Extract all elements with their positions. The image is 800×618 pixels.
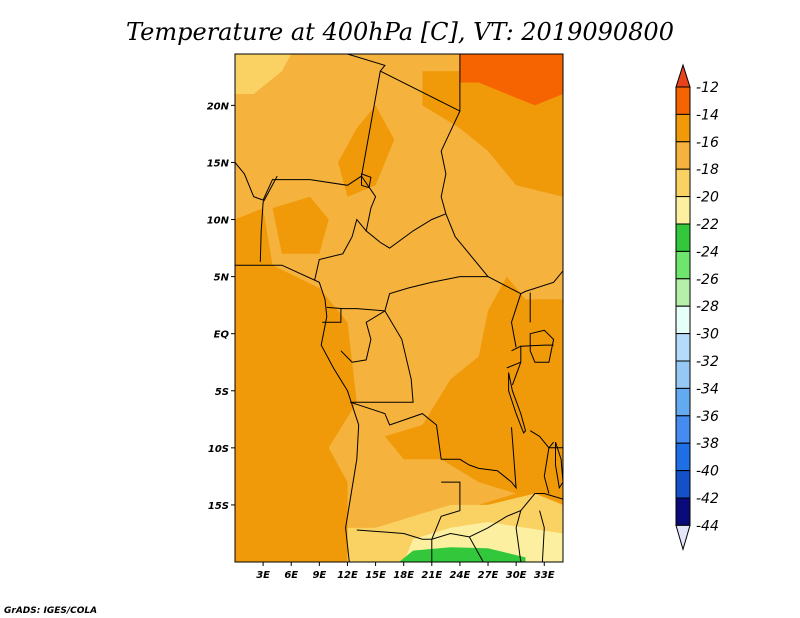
colorbar-label: -40 [696, 464, 719, 480]
colorbar-swatch [675, 86, 691, 115]
colorbar-label: -28 [696, 299, 719, 315]
border-line [326, 276, 488, 312]
colorbar-label: -14 [696, 107, 719, 123]
colorbar-label: -24 [696, 244, 719, 260]
field-warm-east [384, 276, 563, 494]
x-tick-label: 30E [506, 570, 527, 581]
border-line [431, 481, 461, 540]
colorbar-label: -18 [696, 162, 719, 178]
colorbar-label: -36 [696, 409, 719, 425]
field-cool-northwest [235, 54, 292, 94]
colorbar-label: -42 [696, 491, 719, 507]
colorbar-legend: -12 -14 -16 -18 -20 -22 -24 -26 -28 -30 -32 -34 -36 -… [675, 63, 719, 552]
colorbar-swatch [675, 470, 691, 499]
grads-credit: GrADS: IGES/COLA [4, 606, 97, 616]
field-coldest-south [399, 547, 526, 562]
field-warm-nigeria [272, 196, 329, 254]
chart-title: Temperature at 400hPa [C], VT: 201909080… [126, 18, 674, 46]
border-line [235, 162, 362, 201]
border-line [543, 447, 563, 494]
border-line [440, 54, 563, 295]
border-line [468, 536, 484, 562]
colorbar-swatch [675, 333, 691, 362]
border-line [511, 362, 522, 386]
colorbar-label: -32 [696, 354, 719, 370]
y-tick-label: 10S [208, 444, 229, 455]
field-warmest-northeast [459, 54, 563, 106]
lake-malawi [555, 441, 563, 490]
colorbar-label: -38 [696, 436, 719, 452]
x-tick-label: 3E [256, 570, 270, 581]
colorbar-label: -30 [696, 327, 719, 343]
colorbar-swatch [675, 278, 691, 307]
border-line [350, 310, 414, 403]
colorbar-label: -16 [696, 135, 719, 151]
x-tick-label: 33E [534, 570, 555, 581]
y-tick-label: 5S [215, 387, 229, 398]
border-line [356, 529, 470, 540]
colorbar-swatch [675, 168, 691, 198]
border-line [529, 430, 554, 449]
x-tick-label: 6E [284, 570, 298, 581]
colorbar-swatch [675, 360, 691, 389]
border-line [510, 293, 522, 348]
y-axis-ticks: 20N 15N 10N 5N EQ 5S 10S 15S [207, 101, 235, 512]
map-frame [234, 53, 564, 563]
colorbar-swatch [675, 442, 691, 472]
colorbar-bottom-arrow [675, 524, 691, 552]
border-line [350, 401, 517, 490]
x-tick-label: 9E [312, 570, 326, 581]
border-line [506, 345, 522, 369]
border-line [340, 310, 386, 363]
colorbar-swatch [675, 223, 691, 252]
border-line [347, 54, 386, 177]
y-tick-label: 20N [207, 101, 230, 112]
border-line [515, 510, 522, 562]
field-warm-west [235, 208, 563, 562]
lake-tanganyika [508, 372, 527, 434]
x-tick-label: 15E [365, 570, 386, 581]
x-tick-label: 24E [450, 570, 471, 581]
border-line [259, 175, 278, 262]
colorbar-label: -44 [696, 518, 719, 534]
map-plot-area [235, 54, 563, 562]
border-line [520, 344, 554, 347]
y-tick-label: 5N [214, 273, 230, 284]
colorbar-swatch [675, 196, 691, 225]
colorbar-swatch [675, 250, 691, 280]
y-tick-label: 15S [208, 501, 229, 512]
colorbar-swatch [675, 415, 691, 444]
x-tick-label: 21E [421, 570, 442, 581]
border-line [314, 218, 367, 281]
country-borders [235, 54, 563, 562]
y-tick-label: 15N [207, 158, 230, 169]
border-line [322, 308, 342, 323]
colorbar-label: -20 [696, 190, 719, 206]
y-tick-label: 10N [207, 216, 230, 227]
colorbar-swatch [675, 387, 691, 417]
x-tick-label: 12E [337, 570, 358, 581]
x-tick-label: 27E [478, 570, 499, 581]
x-tick-label: 18E [393, 570, 414, 581]
border-line [361, 175, 381, 243]
lake-victoria [529, 329, 555, 363]
colorbar-label: -12 [696, 80, 719, 96]
colorbar-swatch [675, 497, 691, 526]
coastline [235, 264, 360, 562]
colorbar-swatch [675, 141, 691, 170]
border-line [539, 510, 545, 562]
colorbar-label: -22 [696, 217, 719, 233]
colorbar-swatch [675, 305, 691, 335]
y-tick-label: EQ [214, 330, 230, 341]
colorbar-top-arrow [675, 63, 691, 88]
border-line [380, 70, 461, 112]
x-axis-ticks: 3E 6E 9E 12E 15E 18E 21E 24E 27E 30E 33E [256, 562, 555, 581]
colorbar-label: -34 [696, 381, 719, 397]
colorbar-label: -26 [696, 272, 719, 288]
border-line [380, 213, 447, 249]
colorbar-swatch [675, 113, 691, 143]
